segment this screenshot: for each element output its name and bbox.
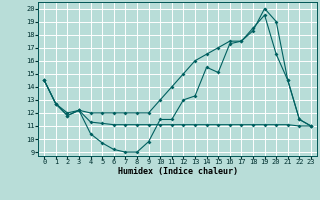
X-axis label: Humidex (Indice chaleur): Humidex (Indice chaleur) <box>118 167 238 176</box>
